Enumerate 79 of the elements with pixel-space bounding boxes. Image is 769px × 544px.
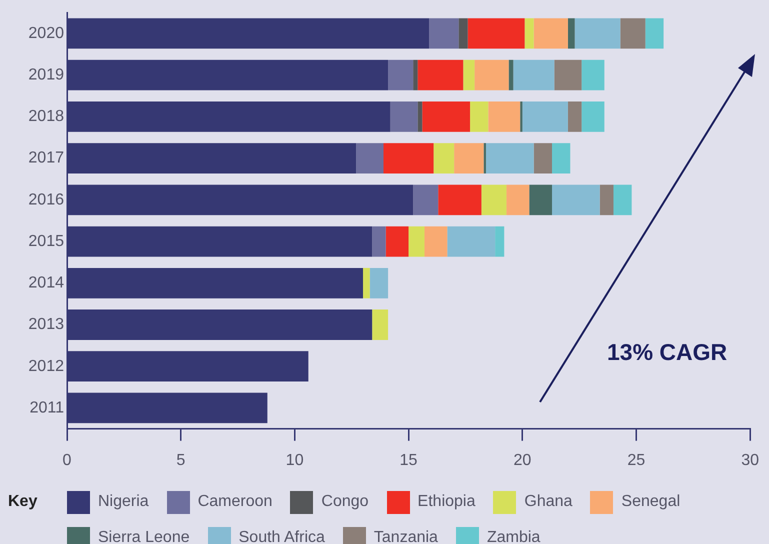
x-tick-label: 0	[62, 452, 72, 469]
x-tick-label: 20	[514, 452, 532, 469]
bar	[582, 101, 604, 132]
bar	[552, 143, 570, 174]
bar	[463, 60, 475, 90]
legend-label: Tanzania	[374, 529, 438, 544]
bar	[386, 226, 409, 257]
bar	[495, 226, 504, 257]
y-tick-label: 2018	[28, 108, 64, 126]
bar	[613, 184, 632, 216]
y-tick-label: 2011	[30, 399, 64, 416]
bar	[534, 18, 568, 49]
bar	[372, 310, 388, 340]
y-tick-label: 2012	[28, 358, 64, 375]
bar	[600, 184, 614, 216]
annotation: 13% CAGR	[607, 339, 728, 366]
bar	[388, 60, 414, 90]
x-tick-label: 10	[286, 452, 304, 469]
bar	[424, 226, 448, 257]
legend-label: Ethiopia	[418, 493, 476, 511]
bar	[356, 143, 384, 174]
bar	[574, 18, 620, 49]
bar	[370, 268, 388, 298]
bar	[554, 60, 582, 90]
bar	[534, 143, 552, 174]
bar	[447, 226, 496, 257]
bar	[413, 60, 418, 90]
bar	[486, 143, 534, 174]
legend-label: Nigeria	[98, 493, 149, 511]
bar	[390, 101, 418, 132]
bar	[524, 18, 534, 49]
bar	[506, 184, 530, 216]
bar	[363, 268, 370, 298]
bar	[513, 60, 554, 90]
legend-label: Ghana	[524, 493, 572, 511]
bar	[522, 101, 568, 132]
bar	[418, 60, 464, 90]
y-tick-label: 2013	[28, 316, 64, 334]
bar	[568, 101, 582, 132]
bar	[429, 18, 459, 49]
bar	[438, 184, 482, 216]
bar	[474, 60, 509, 90]
bar	[508, 60, 514, 90]
bar	[568, 18, 575, 49]
bar	[434, 143, 454, 174]
legend-label: Congo	[321, 493, 369, 511]
legend-label: South Africa	[238, 529, 325, 544]
x-tick-label: 25	[627, 452, 646, 469]
y-tick-label: 2019	[28, 66, 64, 84]
legend-title: Key	[8, 493, 38, 511]
y-tick-label: 2016	[28, 191, 64, 208]
bar	[422, 101, 470, 132]
bar	[413, 184, 438, 216]
bar	[408, 226, 424, 257]
bar	[645, 18, 664, 49]
legend-label: Cameroon	[198, 493, 272, 511]
y-tick-label: 2017	[28, 150, 64, 167]
legend-label: Zambia	[486, 529, 540, 544]
legend-label: Senegal	[621, 493, 680, 511]
x-tick-label: 5	[176, 452, 186, 469]
bar	[481, 184, 506, 216]
x-tick-label: 15	[400, 452, 418, 469]
bar	[458, 18, 468, 49]
y-tick-label: 2020	[28, 24, 64, 42]
bar	[620, 18, 646, 49]
bar	[470, 101, 488, 132]
x-tick-label: 30	[741, 452, 760, 469]
legend-label: Sierra Leone	[98, 529, 190, 544]
bar	[372, 226, 386, 257]
bar	[468, 18, 525, 49]
bar	[488, 101, 520, 132]
y-tick-label: 2015	[28, 232, 64, 250]
bar	[582, 60, 604, 90]
bar	[552, 184, 600, 216]
bar	[384, 143, 434, 174]
bar	[418, 101, 422, 132]
bar	[529, 184, 552, 216]
bar	[454, 143, 484, 174]
y-tick-label: 2014	[28, 274, 64, 292]
